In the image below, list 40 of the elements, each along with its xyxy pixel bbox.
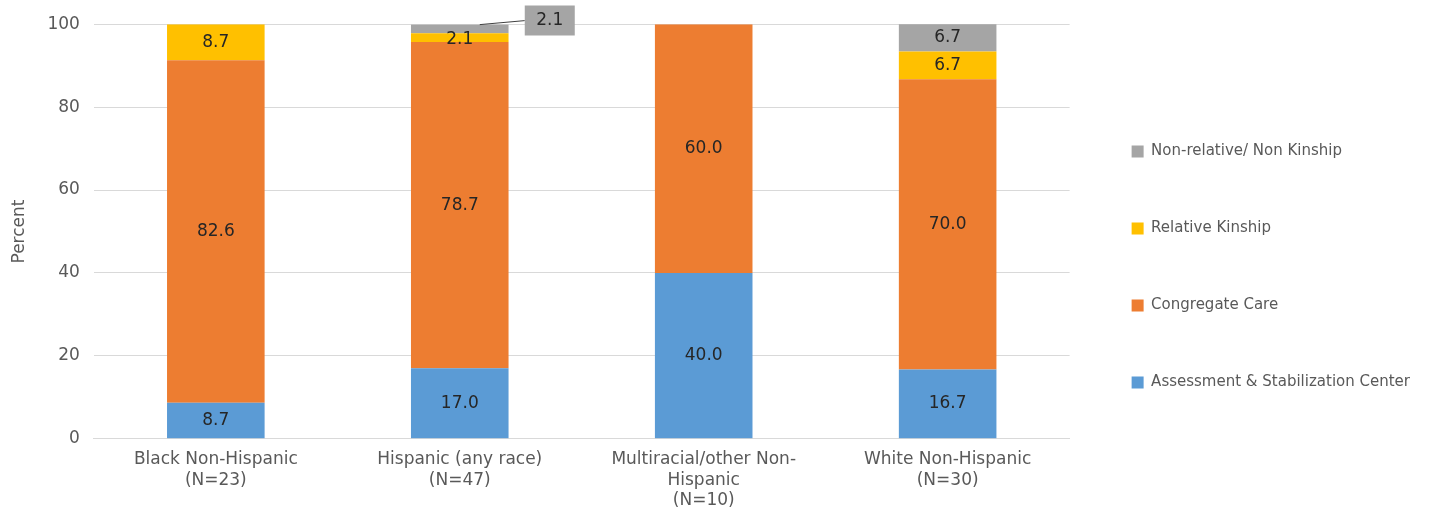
data-label: 2.1	[536, 9, 564, 30]
bar	[410, 368, 509, 439]
data-label: 16.7	[928, 392, 967, 413]
y-tick-label: 40	[58, 261, 80, 282]
y-tick-label: 60	[58, 178, 80, 199]
bar	[167, 60, 265, 403]
y-tick-label: 80	[58, 95, 80, 116]
data-label: 40.0	[684, 344, 723, 365]
data-label: 60.0	[684, 137, 723, 157]
data-label: 8.7	[202, 30, 230, 51]
legend-label: Assessment & Stabilization Center	[1151, 372, 1411, 391]
bar	[898, 369, 997, 439]
data-label: 8.7	[202, 408, 230, 429]
bar	[654, 272, 753, 439]
bar	[898, 51, 997, 80]
data-label: 82.6	[196, 219, 235, 240]
legend-label: Non-relative/ Non Kinship	[1151, 141, 1343, 160]
legend-label: Relative Kinship	[1151, 218, 1271, 237]
y-axis-title: Percent	[7, 199, 28, 264]
data-label: 2.1	[446, 28, 474, 49]
bar	[898, 79, 997, 370]
bar	[898, 24, 997, 52]
bar	[410, 33, 509, 43]
legend-label: Congregate Care	[1151, 295, 1279, 314]
y-tick-label: 0	[69, 427, 80, 448]
bar	[654, 24, 753, 273]
y-tick-label: 20	[58, 344, 80, 365]
bar	[167, 24, 265, 61]
x-tick-label: Black Non-Hispanic (N=23)	[133, 448, 298, 489]
y-tick-label: 100	[47, 12, 80, 33]
data-label: 70.0	[928, 212, 967, 233]
bar	[410, 42, 509, 369]
data-label: 6.7	[934, 26, 962, 47]
x-tick-label: White Non-Hispanic (N=30)	[864, 448, 1032, 489]
x-tick-label: Hispanic (any race) (N=47)	[377, 448, 543, 489]
bar	[167, 402, 265, 439]
x-tick-label: Multiracial/other Non- Hispanic (N=10)	[611, 448, 797, 510]
data-label: 6.7	[934, 53, 962, 74]
data-label: 78.7	[440, 193, 479, 214]
data-label: 17.0	[440, 391, 479, 412]
